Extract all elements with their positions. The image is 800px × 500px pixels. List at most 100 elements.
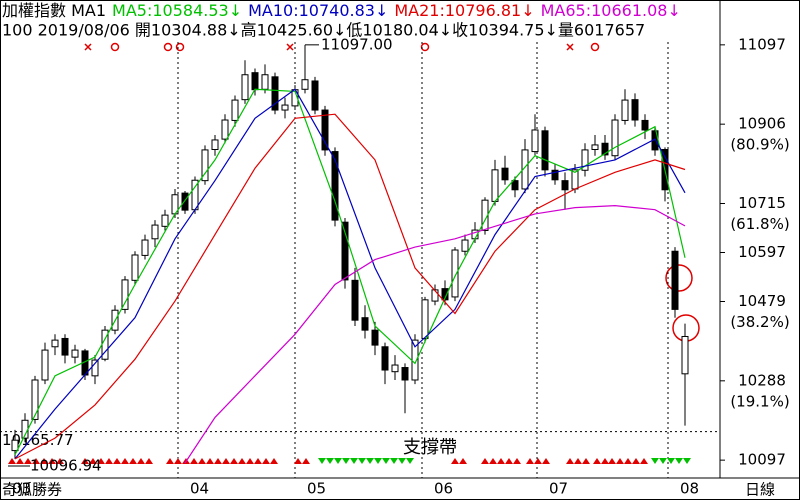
candle-body bbox=[461, 239, 469, 252]
candle-body bbox=[141, 239, 149, 256]
signal-up bbox=[451, 458, 459, 464]
candle-body bbox=[641, 119, 649, 131]
signal-up bbox=[222, 458, 230, 464]
signal-up bbox=[40, 458, 48, 464]
signal-down bbox=[326, 458, 334, 464]
candle-body bbox=[511, 180, 519, 191]
candle-body bbox=[671, 250, 679, 310]
min-label: 10096.94 bbox=[30, 457, 102, 475]
signal-down bbox=[683, 458, 691, 464]
y-tick-label: 11097 bbox=[738, 35, 786, 53]
signal-up bbox=[105, 458, 113, 464]
fib-label: (61.8%) bbox=[730, 215, 789, 233]
circle-marker bbox=[163, 42, 173, 52]
signal-up bbox=[601, 458, 609, 464]
signal-up bbox=[16, 458, 24, 464]
signal-up bbox=[262, 458, 270, 464]
signal-up bbox=[32, 458, 40, 464]
info: 100 2019/08/06 開10304.88↓高10425.60↓低1018… bbox=[2, 21, 645, 40]
candle-body bbox=[371, 329, 379, 346]
signal-down bbox=[390, 458, 398, 464]
candle-body bbox=[331, 151, 339, 221]
candle-body bbox=[361, 317, 369, 331]
signal-up bbox=[48, 458, 56, 464]
x-tick-label: 03 bbox=[12, 480, 31, 498]
candle-body bbox=[91, 359, 99, 377]
ma-line bbox=[14, 88, 686, 460]
candle-body bbox=[221, 119, 229, 140]
x-tick-label: 04 bbox=[190, 480, 209, 498]
legend-entry: MA65:10661.08↓ bbox=[541, 1, 681, 20]
signal-up bbox=[190, 458, 198, 464]
signal-down bbox=[651, 458, 659, 464]
candle-body bbox=[251, 72, 259, 91]
signal-up bbox=[97, 458, 105, 464]
x-tick-label: 06 bbox=[434, 480, 453, 498]
candle-body bbox=[421, 299, 429, 339]
legend: MA5:10584.53↓ MA10:10740.83↓ MA21:10796.81… bbox=[112, 1, 681, 20]
signal-up bbox=[246, 458, 254, 464]
signal-up bbox=[56, 458, 64, 464]
signal-up bbox=[489, 458, 497, 464]
candle-body bbox=[241, 74, 249, 101]
candle-body bbox=[501, 167, 509, 181]
candle-body bbox=[11, 439, 19, 452]
candle-body bbox=[161, 214, 169, 227]
circle-marker bbox=[110, 42, 120, 52]
candle-body bbox=[531, 129, 539, 153]
candle-body bbox=[391, 364, 399, 373]
y-tick-label: 10715 bbox=[738, 194, 786, 212]
x-tick-label: 07 bbox=[549, 480, 568, 498]
header-title: 加權指數 MA1 bbox=[2, 1, 106, 20]
candle-body bbox=[591, 144, 599, 150]
signal-up bbox=[8, 458, 16, 464]
candle-body bbox=[541, 130, 549, 171]
signal-up bbox=[230, 458, 238, 464]
signal-up bbox=[582, 458, 590, 464]
candle-body bbox=[71, 349, 79, 358]
signal-down bbox=[406, 458, 414, 464]
signal-up bbox=[593, 458, 601, 464]
candle-body bbox=[451, 249, 459, 298]
signal-up bbox=[632, 458, 640, 464]
y-tick-label: 10288 bbox=[738, 371, 786, 389]
candle-body bbox=[131, 254, 139, 281]
signal-up bbox=[526, 458, 534, 464]
support-band-label: 支撐帶 bbox=[403, 437, 457, 458]
candle-body bbox=[281, 104, 289, 111]
signal-up bbox=[254, 458, 262, 464]
fib-label: (38.2%) bbox=[730, 313, 789, 331]
signal-up bbox=[166, 458, 174, 464]
signal-up bbox=[566, 458, 574, 464]
candle-body bbox=[681, 335, 689, 375]
candle-body bbox=[521, 149, 529, 190]
highlight-circle bbox=[665, 264, 693, 292]
candle-body bbox=[381, 346, 389, 371]
signal-down bbox=[334, 458, 342, 464]
signal-down bbox=[382, 458, 390, 464]
x-tick-label: 05 bbox=[307, 480, 326, 498]
signal-up bbox=[145, 458, 153, 464]
signal-up bbox=[574, 458, 582, 464]
candle-body bbox=[181, 192, 189, 211]
signal-up bbox=[534, 458, 542, 464]
signal-up bbox=[24, 458, 32, 464]
candle-body bbox=[231, 99, 239, 121]
y-tick-label: 10597 bbox=[738, 243, 786, 261]
candle-body bbox=[491, 169, 499, 202]
signal-up bbox=[505, 458, 513, 464]
candle-body bbox=[551, 169, 559, 181]
signal-up bbox=[113, 458, 121, 464]
signal-up bbox=[294, 458, 302, 464]
signal-down bbox=[398, 458, 406, 464]
signal-up bbox=[459, 458, 467, 464]
header: 加權指數 MA1 MA5:10584.53↓ MA10:10740.83↓ MA21:… bbox=[2, 1, 681, 20]
signal-up bbox=[542, 458, 550, 464]
signal-up bbox=[302, 458, 310, 464]
signal-up bbox=[497, 458, 505, 464]
markers bbox=[84, 42, 700, 342]
ma-line bbox=[14, 113, 686, 460]
candle-body bbox=[41, 349, 49, 381]
signal-up bbox=[270, 458, 278, 464]
